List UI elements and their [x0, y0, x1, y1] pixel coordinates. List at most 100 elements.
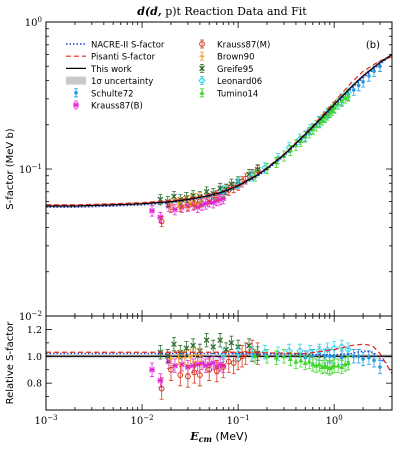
data-point: [228, 181, 235, 187]
pisanti-ratio-curve: [46, 343, 393, 375]
data-point: [339, 355, 344, 360]
error-bar: [159, 216, 164, 228]
data-point: [196, 372, 203, 378]
legend-label: Leonard06: [217, 77, 262, 87]
y-tick-label: 10−1: [19, 163, 42, 176]
y-tick-label: 100: [25, 16, 42, 29]
data-point: [361, 357, 365, 361]
data-point: [273, 354, 279, 360]
data-point: [264, 353, 270, 359]
data-point: [335, 100, 341, 106]
data-point: [213, 368, 220, 374]
y-tick-label: 1.2: [27, 325, 42, 336]
panel-label: (b): [366, 40, 380, 51]
bottom-frame: [45, 315, 393, 411]
data-point: [285, 347, 293, 355]
data-point: [327, 365, 333, 371]
x-tick-label: 10−1: [227, 414, 250, 427]
legend-label: Tumino14: [216, 89, 258, 99]
data-point: [313, 362, 319, 368]
data-point: [302, 360, 308, 365]
legend-label: Krauss87(M): [217, 41, 270, 51]
data-point: [254, 350, 261, 357]
legend-item-krauss87-b: Krauss87(B): [73, 100, 143, 112]
data-point: [184, 373, 191, 380]
data-point: [372, 358, 376, 363]
data-point: [356, 354, 361, 359]
data-point: [171, 193, 177, 200]
data-point: [149, 207, 156, 214]
data-point: [183, 345, 190, 352]
data-point: [323, 345, 332, 354]
data-point: [281, 353, 287, 359]
legend-item-nacre-ii-s-factor: NACRE-II S-factor: [66, 41, 165, 51]
data-point: [220, 364, 227, 370]
legend-swatch: [199, 90, 205, 95]
data-point: [293, 358, 299, 364]
error-bar: [207, 358, 212, 381]
y-axis-label-bottom: Relative S-factor: [5, 321, 16, 405]
legend-item-pisanti-s-factor: Pisanti S-factor: [66, 53, 156, 63]
error-bar: [197, 363, 202, 387]
legend-swatch: [66, 76, 86, 85]
data-point: [338, 343, 346, 351]
legend-label: Schulte72: [91, 89, 134, 99]
data-point: [351, 88, 356, 92]
data-point: [210, 344, 217, 350]
data-point: [345, 92, 351, 98]
error-bar: [236, 346, 241, 361]
legend-item-1-uncertainty: 1σ uncertainty: [66, 76, 153, 87]
data-point: [158, 385, 165, 392]
error-bar: [214, 359, 219, 383]
data-point: [339, 97, 345, 103]
data-point: [319, 117, 325, 122]
legend-label: Greife95: [217, 65, 254, 75]
data-point: [164, 353, 171, 360]
data-point: [203, 188, 210, 195]
data-point: [149, 366, 156, 373]
legend-label: This work: [90, 65, 132, 75]
y-tick-label: 1.0: [27, 352, 42, 363]
y-tick-label: 10−2: [19, 310, 42, 323]
legend-item-brown90: Brown90: [199, 51, 255, 63]
data-point: [175, 355, 182, 361]
legend-item-schulte72: Schulte72: [74, 88, 134, 99]
data-point: [351, 354, 356, 359]
data-point: [168, 356, 174, 362]
x-tick-label: 10−2: [131, 414, 154, 427]
data-point: [197, 352, 203, 358]
legend-swatch: [74, 91, 78, 95]
data-point: [342, 361, 348, 367]
data-point: [298, 357, 304, 363]
data-point: [329, 364, 335, 370]
data-point: [217, 337, 224, 344]
legend-swatch: [199, 41, 205, 47]
data-point: [345, 360, 351, 365]
data-point: [191, 369, 198, 376]
legend-label: NACRE-II S-factor: [91, 41, 165, 51]
data-point: [168, 366, 174, 373]
ratio-series-tumino14: [252, 349, 351, 376]
data-point: [310, 361, 316, 367]
legend-item-tumino14: Tumino14: [199, 88, 258, 99]
data-point: [331, 362, 337, 368]
data-point: [306, 358, 312, 364]
data-point: [361, 79, 365, 84]
legend-item-this-work: This work: [66, 65, 132, 75]
legend-label: Pisanti S-factor: [91, 53, 156, 63]
data-point: [254, 166, 261, 173]
data-point: [319, 364, 325, 370]
error-bar: [240, 345, 245, 368]
y-tick-label: 0.8: [27, 379, 42, 390]
top-panel: 10−2 10−1 100 d(d, p)t Reaction Data and Fi…: [5, 5, 393, 323]
ratio-series-krauss87-m: [158, 339, 261, 400]
error-bar: [185, 365, 190, 388]
legend-swatch: [199, 65, 205, 72]
data-point: [182, 355, 188, 361]
error-bar: [250, 346, 255, 361]
series-brown90: [168, 192, 203, 210]
legend-label: Brown90: [217, 53, 255, 63]
chart-title: d(d, p)t Reaction Data and Fit: [137, 5, 307, 18]
data-point: [331, 104, 337, 110]
